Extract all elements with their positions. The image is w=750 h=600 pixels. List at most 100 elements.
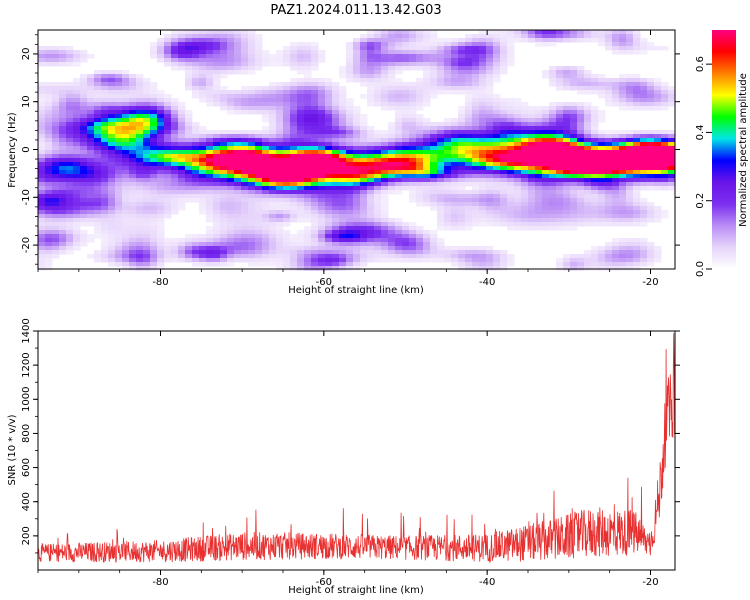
heatmap-cell — [297, 110, 305, 115]
heatmap-cell — [115, 174, 123, 179]
heatmap-cell — [633, 98, 641, 103]
heatmap-cell — [234, 222, 242, 227]
spectrogram-y-label: Frequency (Hz) — [7, 112, 18, 188]
heatmap-cell — [164, 154, 172, 159]
heatmap-cell — [325, 78, 333, 83]
heatmap-cell — [45, 254, 53, 259]
heatmap-cell — [346, 70, 354, 75]
heatmap-cell — [325, 246, 333, 251]
heatmap-cell — [227, 110, 235, 115]
heatmap-cell — [157, 162, 165, 167]
heatmap-cell — [577, 138, 585, 143]
heatmap-cell — [626, 262, 634, 267]
heatmap-cell — [129, 98, 137, 103]
heatmap-cell — [157, 38, 165, 43]
heatmap-cell — [45, 186, 53, 191]
heatmap-cell — [94, 98, 102, 103]
heatmap-cell — [178, 38, 186, 43]
heatmap-cell — [507, 226, 515, 231]
heatmap-cell — [255, 190, 263, 195]
heatmap-cell — [556, 154, 564, 159]
heatmap-cell — [346, 202, 354, 207]
heatmap-cell — [115, 154, 123, 159]
heatmap-cell — [178, 162, 186, 167]
heatmap-cell — [297, 90, 305, 95]
heatmap-cell — [136, 78, 144, 83]
heatmap-cell — [45, 90, 53, 95]
heatmap-cell — [647, 242, 655, 247]
heatmap-cell — [346, 126, 354, 131]
heatmap-cell — [409, 194, 417, 199]
heatmap-cell — [654, 246, 662, 251]
heatmap-cell — [619, 94, 627, 99]
heatmap-cell — [80, 190, 88, 195]
heatmap-cell — [129, 170, 137, 175]
y-tick-label: 1000 — [21, 387, 32, 412]
heatmap-cell — [374, 250, 382, 255]
heatmap-cell — [402, 66, 410, 71]
heatmap-cell — [654, 138, 662, 143]
heatmap-cell — [549, 118, 557, 123]
heatmap-cell — [150, 238, 158, 243]
heatmap-cell — [556, 106, 564, 111]
heatmap-cell — [122, 134, 130, 139]
heatmap-cell — [136, 114, 144, 119]
heatmap-cell — [430, 38, 438, 43]
heatmap-cell — [283, 234, 291, 239]
heatmap-cell — [437, 38, 445, 43]
heatmap-cell — [360, 214, 368, 219]
heatmap-cell — [535, 42, 543, 47]
heatmap-cell — [220, 166, 228, 171]
heatmap-cell — [171, 158, 179, 163]
heatmap-cell — [507, 54, 515, 59]
heatmap-cell — [409, 246, 417, 251]
heatmap-cell — [521, 106, 529, 111]
heatmap-cell — [353, 146, 361, 151]
heatmap-cell — [213, 154, 221, 159]
heatmap-cell — [45, 194, 53, 199]
heatmap-cell — [332, 226, 340, 231]
heatmap-cell — [416, 118, 424, 123]
heatmap-cell — [598, 182, 606, 187]
heatmap-cell — [276, 58, 284, 63]
heatmap-cell — [647, 138, 655, 143]
heatmap-cell — [38, 226, 46, 231]
heatmap-cell — [262, 254, 270, 259]
heatmap-cell — [507, 46, 515, 51]
heatmap-cell — [255, 218, 263, 223]
heatmap-cell — [255, 42, 263, 47]
heatmap-cell — [164, 54, 172, 59]
heatmap-cell — [514, 194, 522, 199]
heatmap-cell — [507, 214, 515, 219]
heatmap-cell — [276, 250, 284, 255]
heatmap-cell — [381, 258, 389, 263]
heatmap-cell — [318, 170, 326, 175]
heatmap-cell — [234, 66, 242, 71]
heatmap-cell — [430, 54, 438, 59]
heatmap-cell — [465, 82, 473, 87]
heatmap-cell — [598, 170, 606, 175]
heatmap-cell — [472, 182, 480, 187]
heatmap-cell — [591, 110, 599, 115]
heatmap-cell — [633, 94, 641, 99]
heatmap-cell — [423, 130, 431, 135]
heatmap-cell — [150, 150, 158, 155]
heatmap-cell — [472, 114, 480, 119]
heatmap-cell — [514, 138, 522, 143]
heatmap-cell — [458, 226, 466, 231]
heatmap-cell — [500, 178, 508, 183]
heatmap-cell — [59, 194, 67, 199]
heatmap-cell — [654, 254, 662, 259]
heatmap-cell — [248, 258, 256, 263]
heatmap-cell — [87, 54, 95, 59]
heatmap-cell — [598, 90, 606, 95]
heatmap-cell — [612, 166, 620, 171]
heatmap-cell — [493, 74, 501, 79]
heatmap-cell — [479, 66, 487, 71]
heatmap-cell — [409, 94, 417, 99]
heatmap-cell — [164, 110, 172, 115]
heatmap-cell — [584, 122, 592, 127]
heatmap-cell — [388, 150, 396, 155]
heatmap-cell — [325, 214, 333, 219]
heatmap-cell — [465, 174, 473, 179]
